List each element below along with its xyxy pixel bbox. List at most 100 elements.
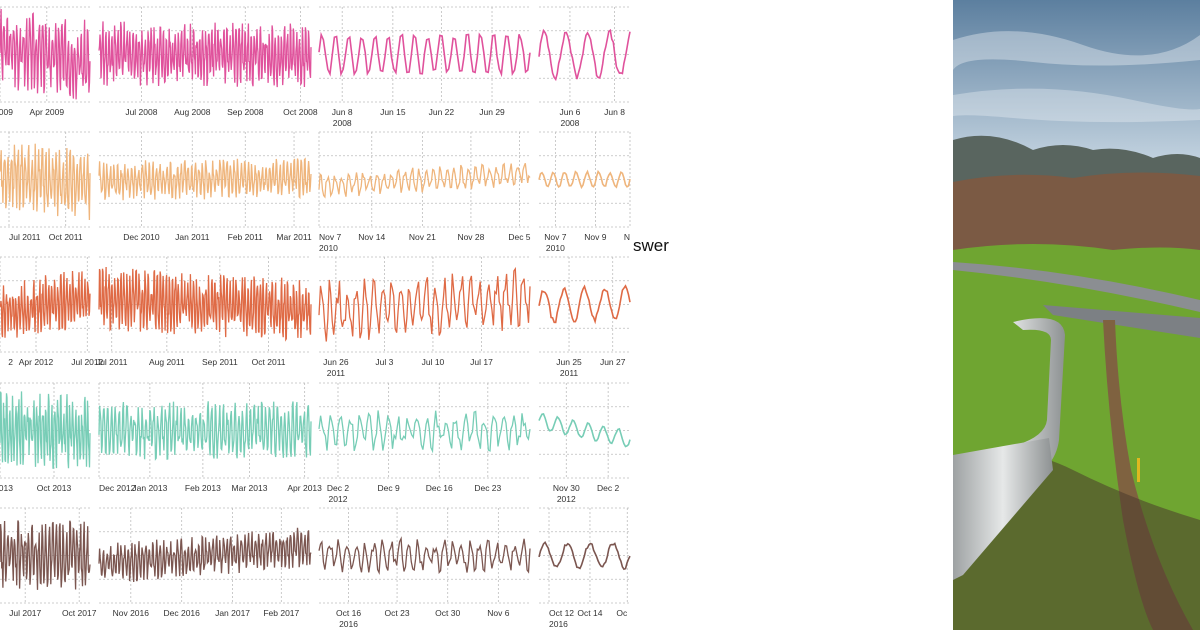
tick-label: Nov 28 (457, 232, 484, 242)
tick-label: Oct 2011 (49, 232, 83, 242)
tick-label: Jan 2017 (215, 608, 250, 618)
series-line (538, 540, 631, 571)
series-line (318, 266, 531, 342)
tick-label: Nov 21 (409, 232, 436, 242)
tick-label: Jun 26 (323, 357, 349, 367)
tick-label: Nov 7 (544, 232, 566, 242)
tick-label: Jun 8 (604, 107, 625, 117)
tick-label: Oct 2011 (252, 357, 286, 367)
tick-label: Jul 10 (422, 357, 445, 367)
tick-sublabel: 2010 (319, 243, 338, 253)
photo-cloud (953, 31, 1200, 70)
small-multiples-chart: 2009 Apr 2009 Jul 2008 Aug 2008 Sep 2008 Oct … (0, 6, 631, 629)
tick-label: Oct 2008 (283, 107, 318, 117)
tick-label: Oct 30 (435, 608, 460, 618)
tick-label: Jan 2011 (175, 232, 210, 242)
tick-label: Aug 2011 (149, 357, 185, 367)
landscape-photo (953, 0, 1200, 630)
tick-sublabel: 2012 (329, 494, 348, 504)
tick-label: Feb 2013 (185, 483, 221, 493)
series-line (98, 21, 312, 88)
tick-label: Nov 2016 (113, 608, 150, 618)
tick-label: Aug 2008 (174, 107, 211, 117)
tick-label: Jun 25 (556, 357, 582, 367)
series-line (0, 391, 91, 469)
photo-road (953, 262, 1200, 312)
tick-label: Sep 2008 (227, 107, 264, 117)
tick-label: 2009 (0, 107, 13, 117)
tick-label: Sep 2011 (202, 357, 238, 367)
tick-sublabel: 2010 (546, 243, 565, 253)
tick-label: Feb 2011 (228, 232, 264, 242)
tick-label: Oct 14 (577, 608, 602, 618)
tick-label: 2013 (0, 483, 13, 493)
tick-label: N (624, 232, 630, 242)
tick-label: Oc (616, 608, 628, 618)
tick-label: Nov 30 (553, 483, 580, 493)
tick-label: Dec 23 (474, 483, 501, 493)
tick-label: Jul 2017 (9, 608, 41, 618)
photo-hills (953, 172, 1200, 260)
series-line (538, 28, 631, 82)
photo-road-far (1043, 305, 1200, 338)
series-line (318, 536, 531, 576)
series-line (0, 143, 91, 221)
tick-label: Jun 15 (380, 107, 406, 117)
tick-label: Jul 17 (470, 357, 493, 367)
tick-label: Jul 2008 (125, 107, 157, 117)
series-line (98, 527, 312, 583)
series-line (538, 169, 631, 190)
tick-sublabel: 2011 (327, 368, 346, 378)
tick-sublabel: 2016 (549, 619, 568, 629)
side-text-fragment: swer (633, 236, 669, 255)
tick-label: Oct 23 (385, 608, 410, 618)
photo-pipeline-near (953, 438, 1053, 580)
series-line (98, 157, 312, 201)
tick-label: Jun 29 (479, 107, 505, 117)
tick-sublabel: 2008 (333, 118, 352, 128)
photo-cloud (953, 88, 1200, 123)
tick-label: Jul 2011 (9, 232, 41, 242)
tick-label: Nov 14 (358, 232, 385, 242)
tick-label: Dec 9 (378, 483, 400, 493)
tick-label: Jun 6 (560, 107, 581, 117)
series-line (318, 162, 531, 199)
tick-label: Apr 2009 (30, 107, 65, 117)
series-line (98, 266, 312, 342)
series-line (0, 270, 91, 338)
tick-label: Oct 16 (336, 608, 361, 618)
series-line (0, 8, 91, 100)
tick-label: Dec 2010 (123, 232, 160, 242)
tick-label: Dec 2 (327, 483, 349, 493)
tick-label: Nov 6 (487, 608, 509, 618)
tick-label: Jul 2012 (71, 357, 103, 367)
series-line (538, 412, 631, 448)
tick-sublabel: 2011 (560, 368, 579, 378)
tick-label: Jun 27 (600, 357, 626, 367)
tick-label: Oct 2013 (37, 483, 72, 493)
tick-label: Feb 2017 (263, 608, 299, 618)
tick-label: Jul 2011 (96, 357, 128, 367)
tick-label: Nov 9 (584, 232, 606, 242)
series-line (318, 31, 531, 78)
tick-sublabel: 2008 (560, 118, 579, 128)
tick-label: Mar 2011 (276, 232, 312, 242)
tick-label: Oct 12 (549, 608, 574, 618)
tick-label: Apr 2012 (19, 357, 54, 367)
series-line (318, 410, 531, 454)
tick-label: Jun 22 (429, 107, 455, 117)
tick-label: Jan 2013 (132, 483, 167, 493)
tick-label: 2 (8, 357, 13, 367)
series-line (98, 401, 312, 461)
tick-label: Nov 7 (319, 232, 341, 242)
tick-label: Dec 2012 (99, 483, 136, 493)
series-line (0, 520, 91, 590)
tick-label: Apr 2013 (287, 483, 322, 493)
tick-label: Dec 5 (508, 232, 530, 242)
tick-label: Dec 2 (597, 483, 619, 493)
tick-sublabel: 2016 (339, 619, 358, 629)
tick-label: Jul 3 (375, 357, 393, 367)
series-line (538, 284, 631, 325)
photo-marker-post (1137, 458, 1140, 482)
tick-label: Mar 2013 (232, 483, 268, 493)
